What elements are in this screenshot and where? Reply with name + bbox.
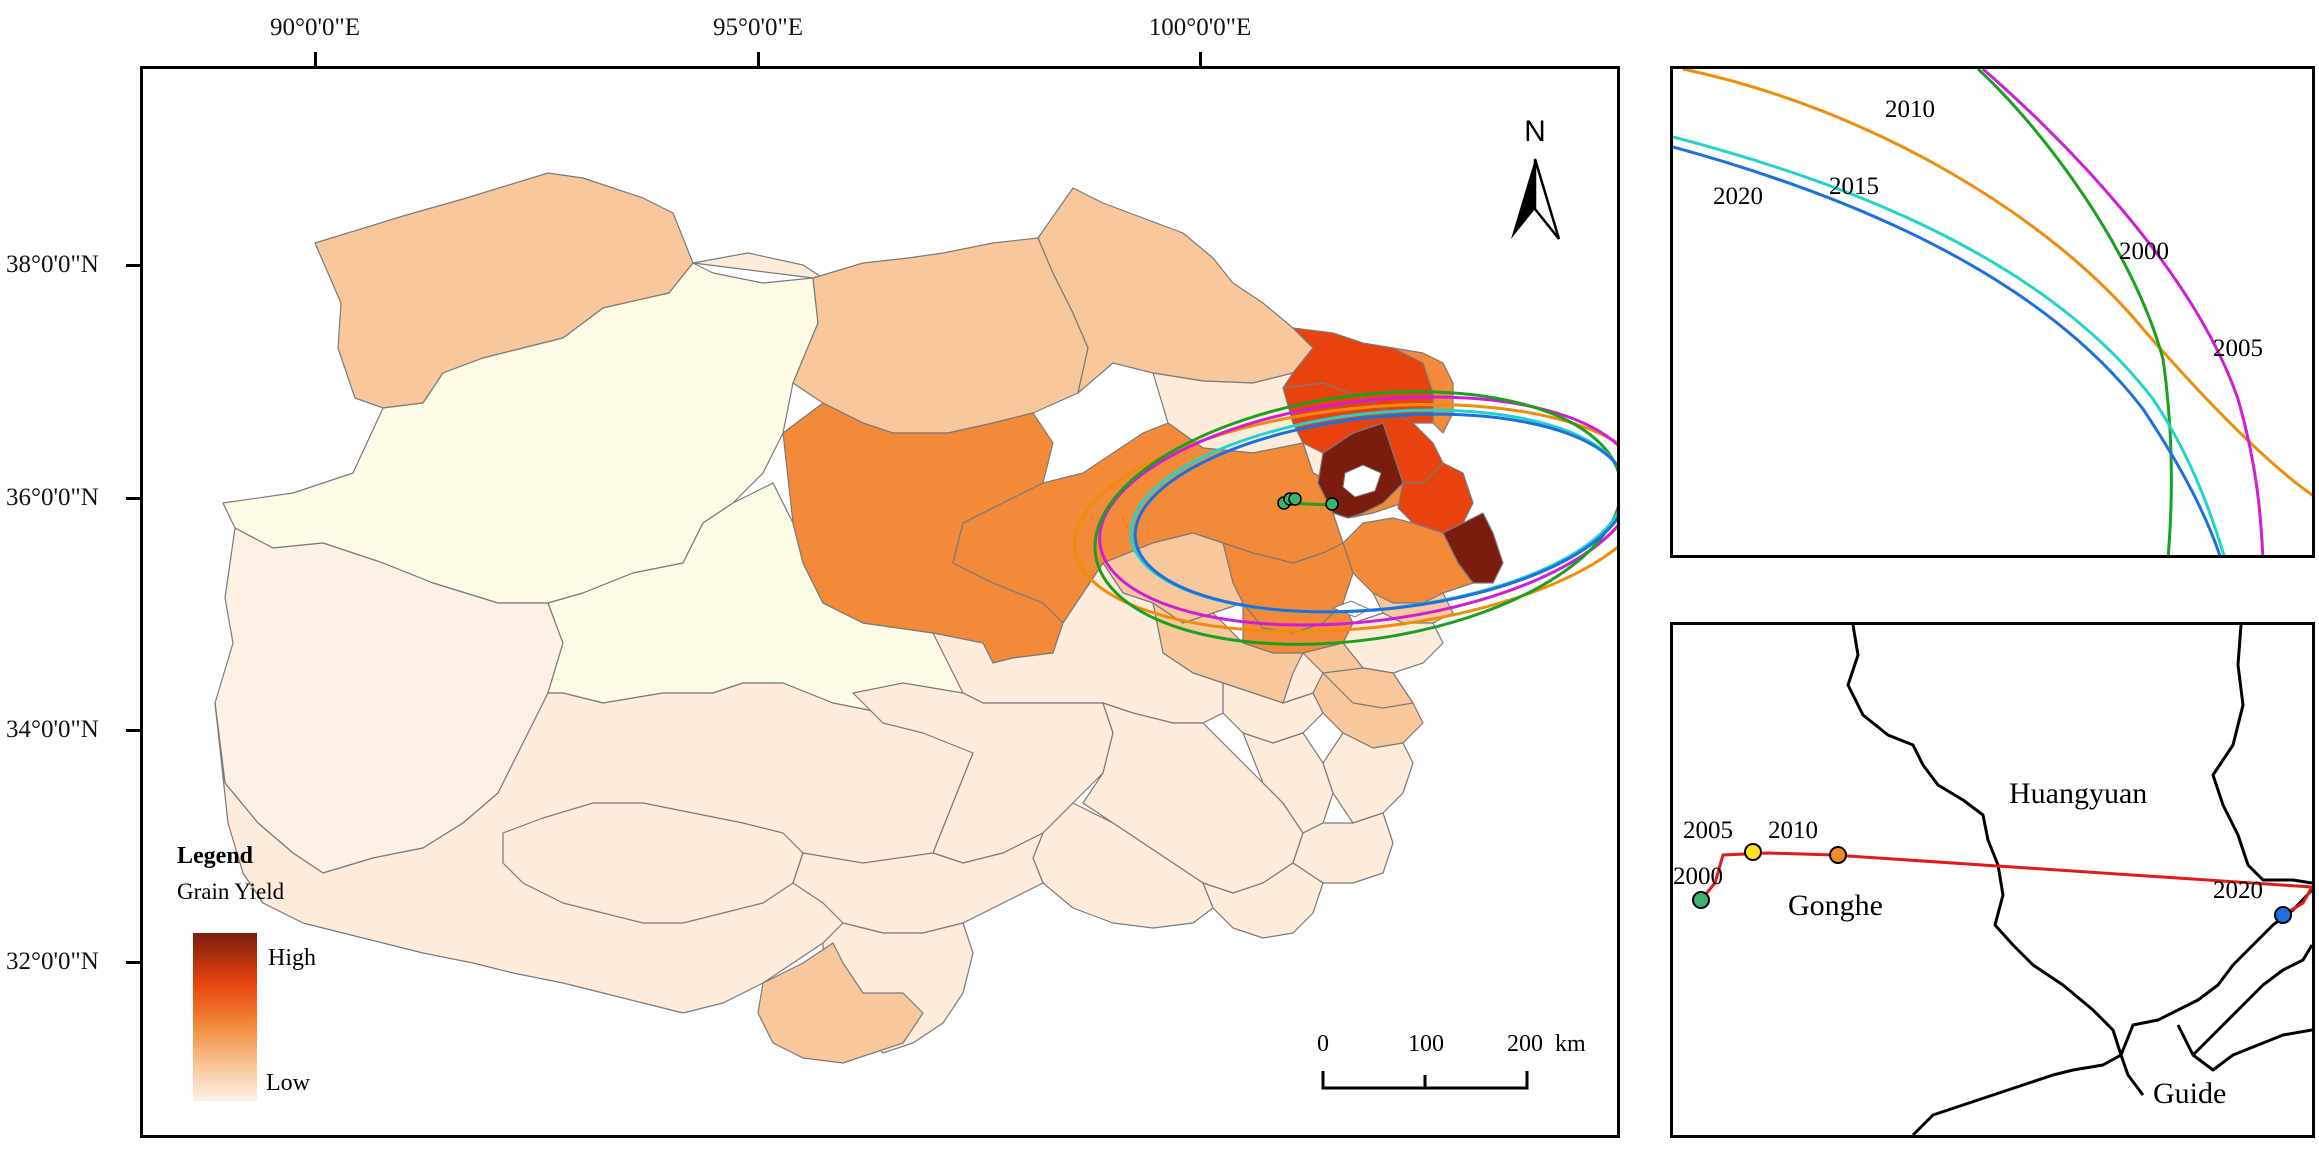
path-label-2000: 2000 xyxy=(1673,863,1723,890)
region-huangnan-sw xyxy=(1282,652,1324,704)
centroid-migration-path xyxy=(1699,851,2312,917)
county-label-guide: Guide xyxy=(2153,1077,2226,1110)
latitude-label-34: 34°0'0"N xyxy=(6,716,99,743)
region-jiuzhi xyxy=(1322,732,1414,824)
county-label-huangyuan: Huangyuan xyxy=(2009,777,2147,810)
tick-100e xyxy=(1199,52,1202,66)
inset-curve-2005 xyxy=(1982,69,2265,555)
legend-low-label: Low xyxy=(266,1070,311,1096)
longitude-label-100: 100°0'0"E xyxy=(1148,14,1252,41)
latitude-label-38: 38°0'0"N xyxy=(6,251,99,278)
path-label-2010: 2010 xyxy=(1768,817,1818,844)
county-boundary-lower-right xyxy=(2191,944,2312,1057)
centroid-points xyxy=(1277,492,1339,511)
inset-label-2005: 2005 xyxy=(2213,335,2263,362)
inset-label-2010: 2010 xyxy=(1885,96,1935,123)
tick-34n xyxy=(126,729,140,732)
inset-curve-2000 xyxy=(1976,69,2173,555)
main-map-frame: N Legend Grain Yield High Low xyxy=(140,66,1620,1138)
ellipse-2000 xyxy=(1093,390,1617,646)
legend-title: Legend xyxy=(177,843,254,869)
scale-label-200: 200 xyxy=(1507,1031,1543,1057)
tick-90e xyxy=(314,52,317,66)
region-qilian-west xyxy=(692,252,824,279)
latitude-label-36: 36°0'0"N xyxy=(6,484,99,511)
tick-36n xyxy=(126,497,140,500)
ellipse-2005 xyxy=(1098,395,1617,627)
ellipses-main xyxy=(1072,390,1617,646)
region-qilian xyxy=(792,237,1089,434)
longitude-label-90: 90°0'0"E xyxy=(270,14,360,41)
county-label-gonghe: Gonghe xyxy=(1788,889,1883,922)
tick-38n xyxy=(126,264,140,267)
scale-bar: 0 100 200 km xyxy=(1317,1031,1586,1090)
qinghai-lake xyxy=(1342,464,1382,498)
county-boundary-south xyxy=(1911,1053,2122,1135)
inset-label-2000: 2000 xyxy=(2119,238,2169,265)
path-label-2005: 2005 xyxy=(1683,817,1733,844)
tick-95e xyxy=(757,52,760,66)
legend-high-label: High xyxy=(268,945,316,971)
path-point-2010 xyxy=(1829,846,1847,864)
inset-centroid-path: 2000 2005 2010 2020 Huangyuan Gonghe Gui… xyxy=(1670,622,2315,1138)
latitude-label-32: 32°0'0"N xyxy=(6,948,99,975)
inset-label-2015: 2015 xyxy=(1829,173,1879,200)
region-nangqian xyxy=(1032,802,1214,929)
region-darlag xyxy=(1242,732,1334,834)
path-point-2020 xyxy=(2274,906,2292,924)
centroid-2010 xyxy=(1288,492,1302,506)
centroid-2020 xyxy=(1325,497,1339,511)
path-point-2000 xyxy=(1692,891,1710,909)
inset-curve-2015 xyxy=(1673,135,2226,555)
legend-subtitle: Grain Yield xyxy=(177,879,285,904)
inset-path-svg: 2000 2005 2010 2020 Huangyuan Gonghe Gui… xyxy=(1673,625,2312,1135)
county-boundary-bottom-right xyxy=(2176,1024,2312,1072)
main-map-svg: N Legend Grain Yield High Low xyxy=(177,115,1617,1101)
ellipse-2010 xyxy=(1072,402,1617,634)
longitude-label-95: 95°0'0"E xyxy=(713,14,803,41)
inset-ellipse-svg: 2010 2015 2020 2000 2005 xyxy=(1673,69,2312,555)
county-boundary-west xyxy=(1846,625,2123,1056)
region-ledu xyxy=(1397,462,1474,534)
scale-label-0: 0 xyxy=(1317,1031,1329,1057)
region-qinghai-south-isolated xyxy=(757,942,924,1064)
path-point-2005 xyxy=(1744,843,1762,861)
tick-32n xyxy=(126,961,140,964)
scale-unit: km xyxy=(1555,1031,1586,1057)
region-zeku xyxy=(1322,667,1414,709)
legend-color-ramp xyxy=(193,933,257,1101)
region-datong xyxy=(1392,347,1454,434)
inset-curve-2020 xyxy=(1673,145,2222,555)
north-arrow-label: N xyxy=(1524,115,1546,148)
region-zhiduo xyxy=(502,802,804,924)
path-label-2020: 2020 xyxy=(2213,877,2263,904)
inset-ellipse-zoom: 2010 2015 2020 2000 2005 xyxy=(1670,66,2315,558)
legend: Legend Grain Yield High Low xyxy=(177,843,316,1101)
region-jiuzhi-south xyxy=(1202,862,1324,939)
north-arrow: N xyxy=(1511,115,1561,240)
county-boundary-east xyxy=(2211,625,2312,885)
inset-curve-2010 xyxy=(1682,69,2312,497)
scale-label-100: 100 xyxy=(1408,1031,1444,1057)
inset-label-2020: 2020 xyxy=(1713,183,1763,210)
region-qumalai xyxy=(792,832,1044,934)
ellipse-2020 xyxy=(1133,412,1617,614)
